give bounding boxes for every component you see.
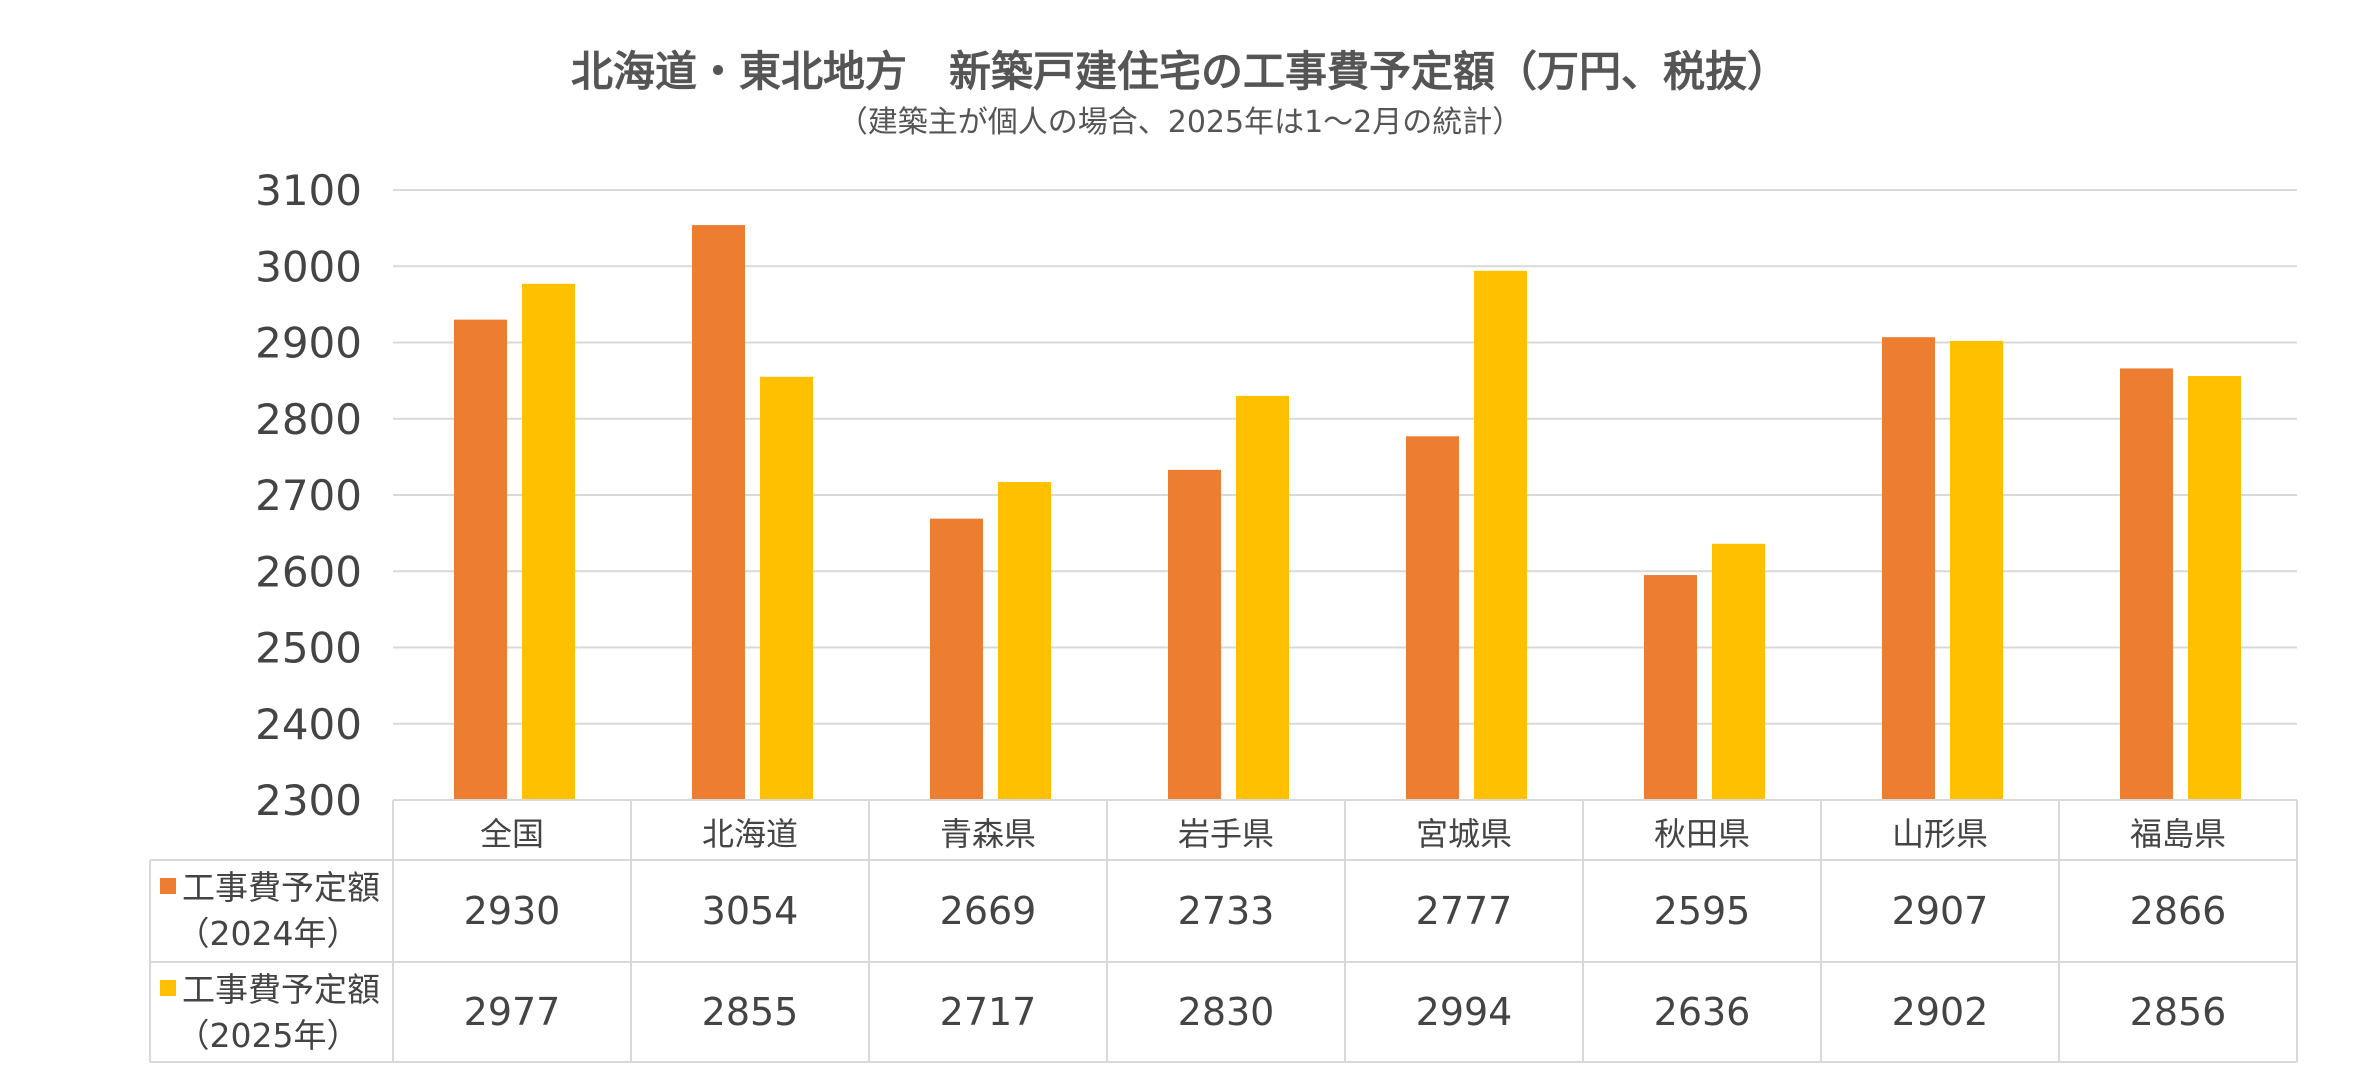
category-label: 福島県 <box>2130 815 2226 853</box>
category-label: 秋田県 <box>1654 815 1750 853</box>
data-value: 2856 <box>2130 990 2227 1034</box>
series-label: 工事費予定額 <box>182 970 380 1009</box>
legend-swatch <box>160 980 176 996</box>
bar-2025 <box>1474 270 1527 800</box>
bars <box>454 225 2241 801</box>
y-tick-label: 3000 <box>255 242 362 291</box>
y-tick-label: 2500 <box>255 624 362 673</box>
series-label: 工事費予定額 <box>182 868 380 907</box>
data-value: 2930 <box>464 889 561 933</box>
y-tick-label: 2900 <box>255 319 362 368</box>
bar-2025 <box>522 283 575 801</box>
data-value: 2855 <box>702 990 799 1034</box>
data-value: 2777 <box>1416 889 1513 933</box>
series-label: （2024年） <box>177 914 360 953</box>
category-label: 北海道 <box>702 815 798 853</box>
data-value: 2994 <box>1416 990 1513 1034</box>
series-label: （2025年） <box>177 1016 360 1055</box>
category-label: 山形県 <box>1892 815 1988 853</box>
bar-2024 <box>1882 337 1935 800</box>
chart-subtitle: （建築主が個人の場合、2025年は1～2月の統計） <box>838 105 1523 140</box>
bar-2024 <box>454 319 507 800</box>
gridlines <box>393 189 2297 801</box>
category-label: 岩手県 <box>1178 815 1274 853</box>
bar-2025 <box>2188 376 2241 800</box>
chart-title: 北海道・東北地方 新築戸建住宅の工事費予定額（万円、税抜） <box>571 47 1789 96</box>
bar-2025 <box>760 376 813 800</box>
data-value: 2830 <box>1178 990 1275 1034</box>
data-value: 2669 <box>940 889 1037 933</box>
bar-2024 <box>1168 469 1221 800</box>
bar-2024 <box>2120 368 2173 800</box>
y-tick-label: 3100 <box>255 166 362 215</box>
category-label: 宮城県 <box>1416 815 1512 853</box>
category-label: 青森県 <box>940 815 1036 853</box>
data-value: 2733 <box>1178 889 1275 933</box>
data-value: 3054 <box>702 889 799 933</box>
y-tick-label: 2400 <box>255 700 362 749</box>
bar-2025 <box>1236 395 1289 800</box>
bar-2024 <box>930 518 983 800</box>
bar-2025 <box>998 482 1051 800</box>
y-tick-label: 2600 <box>255 547 362 596</box>
data-value: 2902 <box>1892 990 1989 1034</box>
data-value: 2717 <box>940 990 1037 1034</box>
y-tick-label: 2700 <box>255 471 362 520</box>
y-axis: 3100 3000 2900 2800 2700 2600 2500 2400 2300 <box>255 166 362 825</box>
data-value: 2907 <box>1892 889 1989 933</box>
bar-2024 <box>1406 436 1459 800</box>
bar-2024 <box>692 225 745 800</box>
data-value: 2595 <box>1654 889 1751 933</box>
legend-swatch <box>160 878 176 894</box>
y-tick-label: 2800 <box>255 395 362 444</box>
y-tick-label: 2300 <box>255 776 362 825</box>
bar-2024 <box>1644 575 1697 800</box>
bar-2025 <box>1712 543 1765 800</box>
data-value: 2977 <box>464 990 561 1034</box>
data-value: 2636 <box>1654 990 1751 1034</box>
bar-2025 <box>1950 340 2003 800</box>
category-label: 全国 <box>480 815 544 853</box>
data-value: 2866 <box>2130 889 2227 933</box>
